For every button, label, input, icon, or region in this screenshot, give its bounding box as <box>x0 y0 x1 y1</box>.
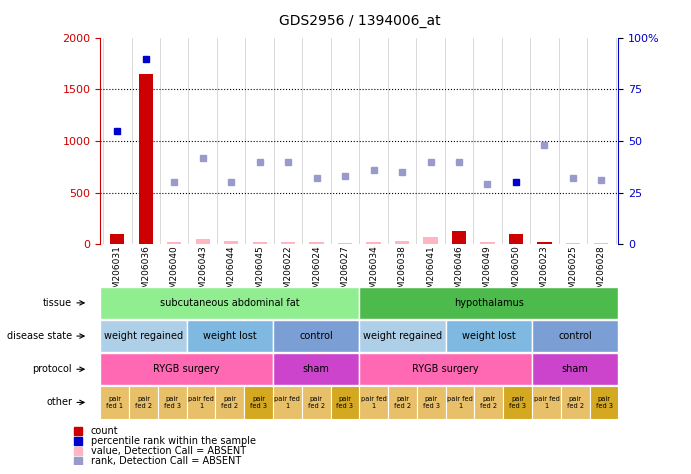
Text: value, Detection Call = ABSENT: value, Detection Call = ABSENT <box>91 446 245 456</box>
Bar <box>244 386 273 419</box>
Bar <box>224 241 238 244</box>
Text: subcutaneous abdominal fat: subcutaneous abdominal fat <box>160 298 300 308</box>
Bar <box>330 386 359 419</box>
Text: other: other <box>46 397 72 408</box>
Bar <box>366 242 381 244</box>
Bar <box>273 320 359 352</box>
Bar <box>196 239 210 244</box>
Bar <box>110 234 124 244</box>
Bar <box>503 386 532 419</box>
Text: RYGB surgery: RYGB surgery <box>413 364 479 374</box>
Text: rank, Detection Call = ABSENT: rank, Detection Call = ABSENT <box>91 456 240 466</box>
Bar <box>310 242 323 244</box>
Text: weight regained: weight regained <box>363 331 442 341</box>
Text: pair fed
1: pair fed 1 <box>447 396 473 409</box>
Text: pair
fed 2: pair fed 2 <box>135 396 152 409</box>
Bar <box>338 243 352 244</box>
Text: sham: sham <box>303 364 330 374</box>
Text: pair fed
1: pair fed 1 <box>533 396 560 409</box>
Text: pair
fed 3: pair fed 3 <box>423 396 439 409</box>
Text: count: count <box>91 426 118 436</box>
Bar <box>388 386 417 419</box>
Bar <box>417 386 446 419</box>
Text: pair fed
1: pair fed 1 <box>188 396 214 409</box>
Bar <box>446 386 475 419</box>
Text: pair
fed 3: pair fed 3 <box>596 396 612 409</box>
Text: pair
fed 2: pair fed 2 <box>221 396 238 409</box>
Text: control: control <box>558 331 592 341</box>
Text: weight lost: weight lost <box>462 331 515 341</box>
Text: pair fed
1: pair fed 1 <box>361 396 387 409</box>
Text: RYGB surgery: RYGB surgery <box>153 364 220 374</box>
Bar <box>158 386 187 419</box>
Bar <box>359 320 446 352</box>
Text: pair
fed 3: pair fed 3 <box>164 396 180 409</box>
Bar <box>561 386 589 419</box>
Text: weight regained: weight regained <box>104 331 183 341</box>
Text: tissue: tissue <box>43 298 72 308</box>
Bar <box>395 241 409 244</box>
Bar <box>100 287 359 319</box>
Bar <box>100 386 129 419</box>
Bar <box>302 386 330 419</box>
Text: pair
fed 2: pair fed 2 <box>567 396 584 409</box>
Bar <box>359 353 532 385</box>
Bar <box>589 386 618 419</box>
Bar <box>446 320 532 352</box>
Bar <box>100 320 187 352</box>
Text: disease state: disease state <box>7 331 72 341</box>
Bar <box>509 234 523 244</box>
Text: pair
fed 3: pair fed 3 <box>509 396 526 409</box>
Text: GDS2956 / 1394006_at: GDS2956 / 1394006_at <box>278 14 440 28</box>
Bar <box>359 287 618 319</box>
Bar <box>187 386 216 419</box>
Bar <box>273 353 359 385</box>
Text: percentile rank within the sample: percentile rank within the sample <box>91 436 256 446</box>
Bar <box>532 353 618 385</box>
Bar <box>100 353 273 385</box>
Bar <box>424 237 437 244</box>
Text: hypothalamus: hypothalamus <box>454 298 524 308</box>
Bar <box>129 386 158 419</box>
Text: pair fed
1: pair fed 1 <box>274 396 301 409</box>
Bar <box>281 242 295 244</box>
Bar <box>594 243 609 244</box>
Text: pair
fed 3: pair fed 3 <box>250 396 267 409</box>
Bar <box>139 74 153 244</box>
Bar <box>532 386 561 419</box>
Text: protocol: protocol <box>32 364 72 374</box>
Text: pair
fed 3: pair fed 3 <box>337 396 353 409</box>
Bar <box>273 386 302 419</box>
Bar <box>538 242 551 244</box>
Bar <box>167 242 181 244</box>
Text: weight lost: weight lost <box>203 331 256 341</box>
Bar <box>252 242 267 244</box>
Bar <box>187 320 273 352</box>
Bar <box>475 386 503 419</box>
Bar <box>532 320 618 352</box>
Text: sham: sham <box>562 364 589 374</box>
Bar <box>480 242 495 244</box>
Bar <box>452 231 466 244</box>
Bar <box>216 386 244 419</box>
Bar <box>566 243 580 244</box>
Text: pair
fed 1: pair fed 1 <box>106 396 123 409</box>
Text: control: control <box>299 331 333 341</box>
Text: pair
fed 2: pair fed 2 <box>394 396 411 409</box>
Text: pair
fed 2: pair fed 2 <box>307 396 325 409</box>
Text: pair
fed 2: pair fed 2 <box>480 396 498 409</box>
Bar <box>359 386 388 419</box>
